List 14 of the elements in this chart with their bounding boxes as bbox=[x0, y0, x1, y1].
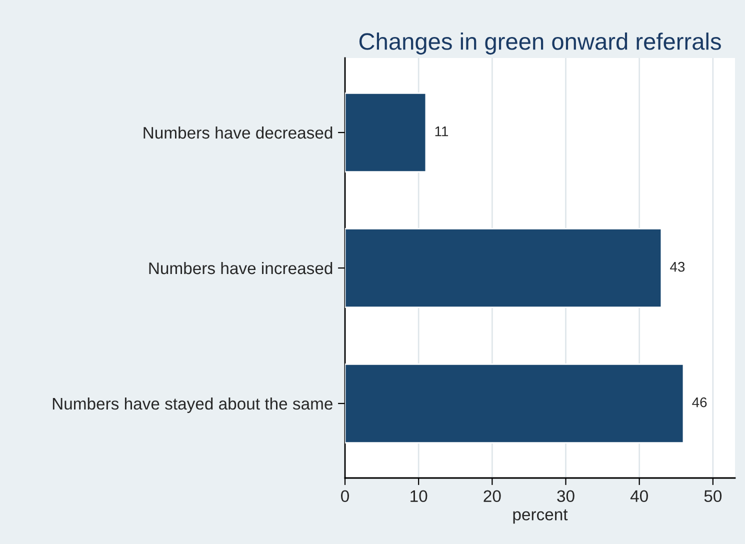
data-label: 11 bbox=[435, 126, 448, 136]
y-tick-label: Numbers have decreased bbox=[144, 126, 332, 139]
x-tick-label: 0 bbox=[341, 490, 349, 502]
x-tick-label: 30 bbox=[557, 490, 574, 502]
x-tick-label: 50 bbox=[704, 490, 722, 502]
x-tick-label: 40 bbox=[630, 490, 648, 502]
x-axis-title: percent bbox=[513, 509, 568, 524]
y-tick-label: Numbers have increased bbox=[149, 262, 332, 274]
data-label: 43 bbox=[670, 262, 685, 272]
y-tick-label: Numbers have stayed about the same bbox=[52, 397, 332, 413]
data-label: 46 bbox=[692, 397, 707, 408]
x-tick-label: 10 bbox=[410, 490, 428, 502]
chart-title: Changes in green onward referrals bbox=[359, 32, 721, 55]
x-tick-label: 20 bbox=[484, 490, 501, 502]
